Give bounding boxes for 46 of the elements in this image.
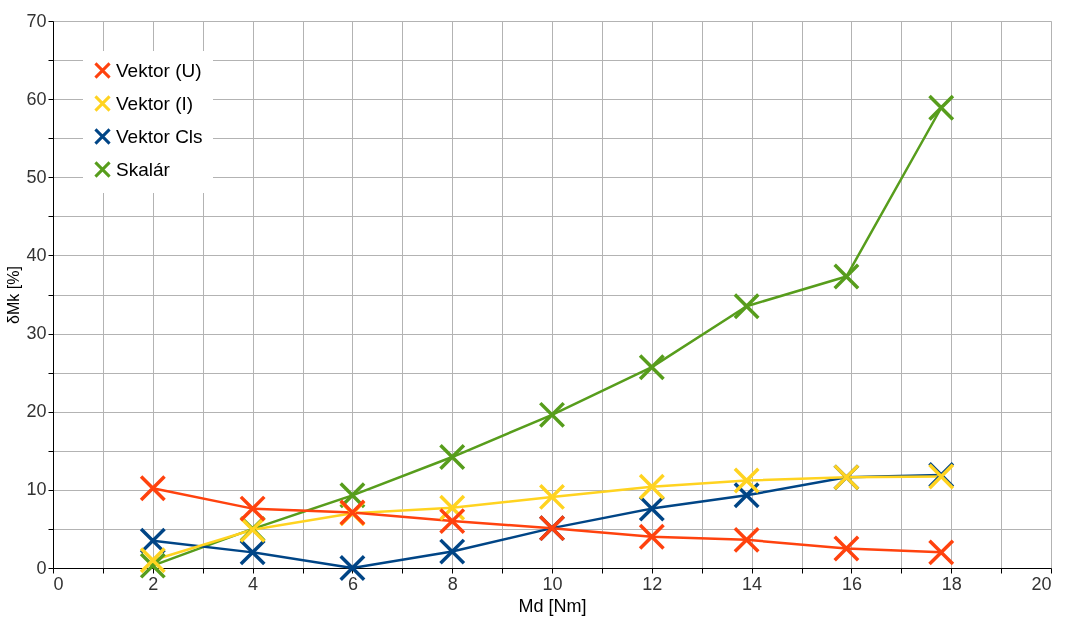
x-tick-label: 6 (347, 573, 358, 594)
x-tick-label: 16 (841, 573, 862, 594)
x-tick-label: 8 (447, 573, 458, 594)
x-tick-label: 4 (248, 573, 259, 594)
y-tick-label: 70 (26, 10, 47, 31)
point (733, 467, 761, 494)
legend-label: Vektor (U) (116, 59, 202, 81)
y-tick-label: 10 (26, 479, 47, 500)
x-tick-label: 10 (542, 573, 563, 594)
y-tick-label: 60 (26, 88, 47, 109)
point (927, 538, 955, 566)
point (927, 94, 955, 122)
point (538, 401, 566, 429)
point (638, 495, 666, 523)
point (733, 292, 761, 320)
point (438, 507, 466, 535)
x-tick-label: 18 (941, 573, 962, 594)
x-tick-label: 0 (53, 573, 64, 594)
x-axis-title: Md [Nm] (518, 595, 587, 616)
legend-label: Skalár (116, 158, 171, 180)
x-tick-label: 2 (148, 573, 159, 594)
point (638, 523, 666, 551)
x-tick-label: 12 (642, 573, 663, 594)
point (139, 474, 167, 502)
point (733, 526, 761, 554)
y-tick-label: 40 (26, 244, 47, 265)
point (832, 263, 860, 290)
point (139, 546, 167, 574)
point (733, 481, 761, 509)
y-tick-label: 50 (26, 166, 47, 187)
point (239, 495, 267, 523)
point (832, 534, 860, 562)
y-tick-label: 0 (36, 557, 47, 578)
y-tick-label: 20 (26, 401, 47, 422)
point (438, 538, 466, 566)
y-tick-label: 30 (26, 323, 47, 344)
point (638, 353, 666, 381)
point (638, 473, 666, 501)
point (239, 538, 267, 566)
legend-label: Vektor (I) (116, 92, 194, 114)
x-tick-label: 14 (742, 573, 763, 594)
x-tick-label: 20 (1031, 573, 1052, 594)
legend-label: Vektor Cls (116, 125, 203, 147)
point (438, 443, 466, 471)
point (538, 483, 566, 511)
y-axis-title: δMk [%] (5, 266, 23, 324)
